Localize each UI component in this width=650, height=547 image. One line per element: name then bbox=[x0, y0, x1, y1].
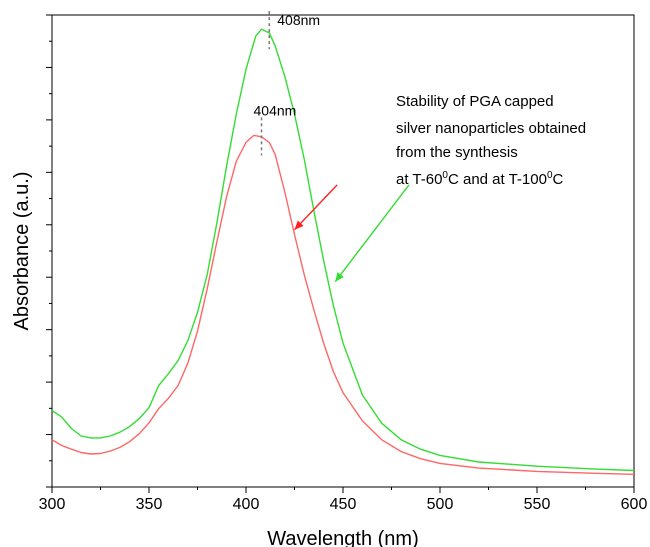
x-tick-label: 500 bbox=[427, 496, 454, 513]
x-tick-label: 450 bbox=[330, 496, 357, 513]
x-tick-label: 300 bbox=[39, 496, 66, 513]
y-axis-ticks bbox=[46, 14, 52, 488]
x-axis-ticks bbox=[51, 487, 635, 493]
annotation-line-3: from the synthesis bbox=[396, 144, 518, 161]
annotation-temp-100-text: C and at T-100 bbox=[448, 171, 547, 188]
arrow-head-2 bbox=[335, 272, 344, 282]
annotation-text: Stability of PGA capped silver nanoparti… bbox=[396, 93, 586, 188]
peak-label-2: 404nm bbox=[254, 102, 297, 118]
x-tick-label: 400 bbox=[233, 496, 260, 513]
peak-label-1: 408nm bbox=[277, 12, 320, 28]
annotation-temp-60-text: at T-60 bbox=[396, 171, 442, 188]
series-line-1 bbox=[51, 28, 635, 472]
annotation-line-4: at T-600C and at T-1000C bbox=[396, 170, 564, 188]
arrow-shaft-2 bbox=[334, 184, 410, 283]
peak-markers: 408nm 404nm bbox=[254, 11, 320, 156]
degree-superscript-2: 0 bbox=[547, 170, 553, 181]
series-line-2 bbox=[51, 134, 635, 475]
plot-frame bbox=[51, 14, 635, 488]
series-lines bbox=[51, 28, 635, 475]
x-axis-tick-labels: 300 350 400 450 500 550 600 bbox=[39, 496, 648, 513]
arrow-head-1 bbox=[294, 220, 304, 230]
x-tick-label: 350 bbox=[136, 496, 163, 513]
x-tick-label: 600 bbox=[621, 496, 648, 513]
annotation-unit-c: C bbox=[553, 171, 564, 188]
y-axis-title: Absorbance (a.u.) bbox=[11, 172, 33, 331]
degree-superscript-1: 0 bbox=[442, 170, 448, 181]
x-tick-label: 550 bbox=[524, 496, 551, 513]
annotation-line-2: silver nanoparticles obtained bbox=[396, 120, 586, 137]
annotation-line-1: Stability of PGA capped bbox=[396, 93, 554, 110]
x-axis-title: Wavelength (nm) bbox=[267, 528, 419, 547]
annotation-arrows bbox=[293, 184, 410, 283]
arrow-shaft-1 bbox=[293, 184, 338, 231]
